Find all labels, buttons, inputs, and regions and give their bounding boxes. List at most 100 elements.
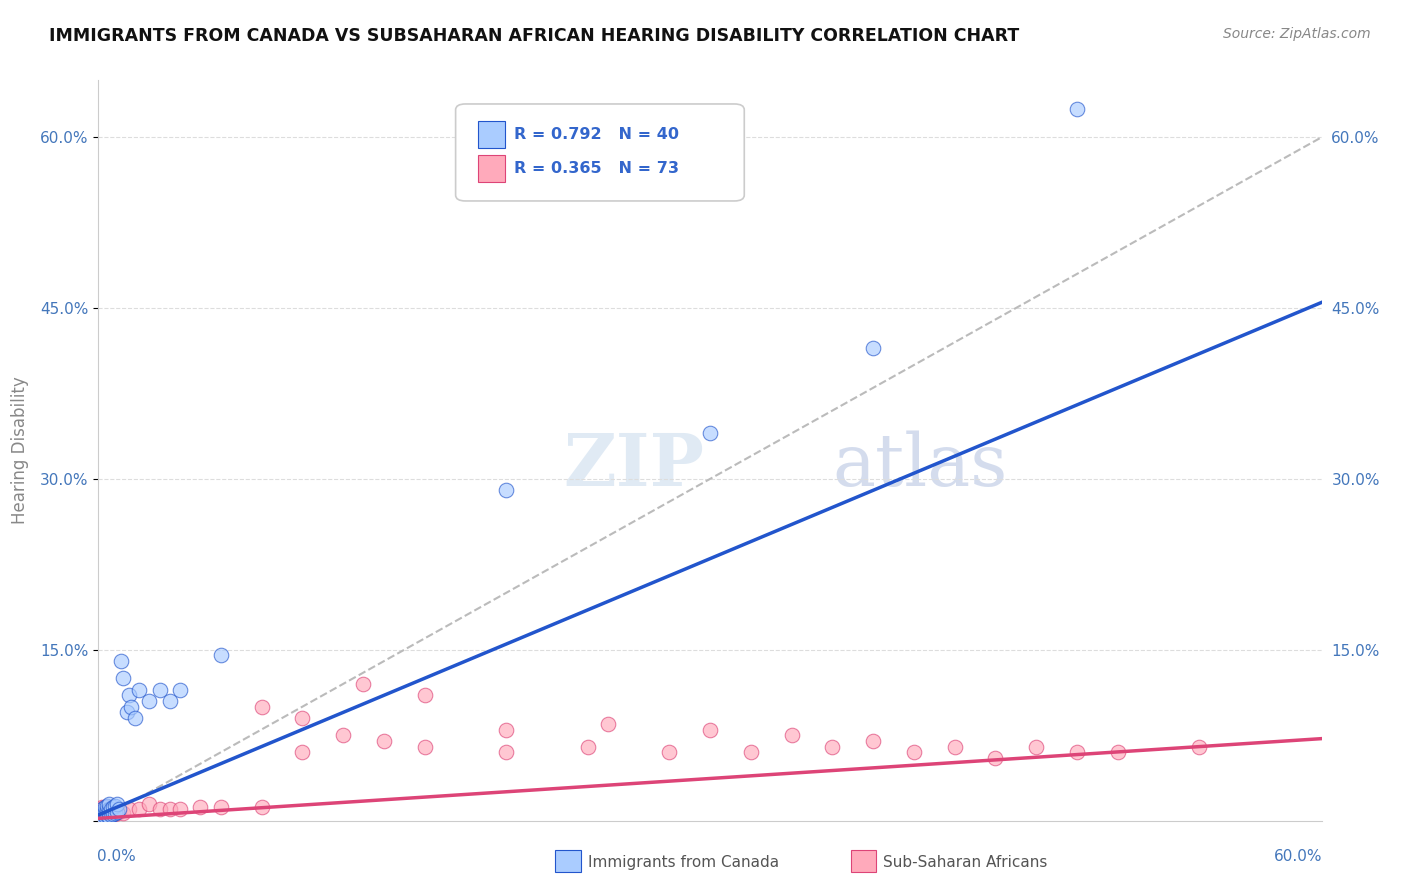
Point xyxy=(1066,745,1088,759)
Point xyxy=(138,694,160,708)
Point xyxy=(821,739,844,754)
Point xyxy=(93,800,115,814)
Text: 60.0%: 60.0% xyxy=(1274,849,1323,864)
Point xyxy=(89,808,111,822)
Point xyxy=(598,716,620,731)
Point xyxy=(89,804,111,818)
Point xyxy=(96,808,118,822)
Point xyxy=(91,802,114,816)
Point xyxy=(862,341,884,355)
Point xyxy=(91,805,114,820)
Point xyxy=(89,805,111,819)
Point xyxy=(105,797,128,811)
Point xyxy=(104,805,127,820)
Point xyxy=(91,802,114,816)
Point xyxy=(780,728,803,742)
Point xyxy=(93,806,115,821)
Text: R = 0.792   N = 40: R = 0.792 N = 40 xyxy=(515,127,679,142)
Point xyxy=(149,802,172,816)
Point xyxy=(495,723,517,737)
Point xyxy=(984,751,1007,765)
Text: IMMIGRANTS FROM CANADA VS SUBSAHARAN AFRICAN HEARING DISABILITY CORRELATION CHAR: IMMIGRANTS FROM CANADA VS SUBSAHARAN AFR… xyxy=(49,27,1019,45)
Point xyxy=(250,699,273,714)
Point xyxy=(1025,739,1047,754)
Point xyxy=(91,810,114,824)
FancyBboxPatch shape xyxy=(478,155,505,182)
Point xyxy=(96,798,118,813)
Point xyxy=(93,805,115,819)
Point xyxy=(138,797,160,811)
Point xyxy=(110,654,132,668)
Point xyxy=(89,802,111,816)
Point xyxy=(89,805,111,820)
Point xyxy=(250,800,273,814)
Point xyxy=(118,689,141,703)
Point xyxy=(115,706,138,720)
Text: 0.0%: 0.0% xyxy=(97,849,136,864)
Point xyxy=(1066,102,1088,116)
Point xyxy=(101,805,124,819)
Point xyxy=(169,802,191,816)
Point xyxy=(111,805,134,820)
Point xyxy=(89,811,111,825)
Point xyxy=(118,802,141,816)
Point xyxy=(943,739,966,754)
Point xyxy=(699,426,721,441)
Point xyxy=(89,806,111,821)
Point xyxy=(89,808,111,822)
Point xyxy=(89,805,111,820)
Text: atlas: atlas xyxy=(832,430,1008,500)
Text: ZIP: ZIP xyxy=(564,430,704,500)
Point xyxy=(89,808,111,822)
Point xyxy=(699,723,721,737)
Point xyxy=(97,805,120,820)
Point xyxy=(740,745,762,759)
Point xyxy=(97,802,120,816)
Point xyxy=(413,739,436,754)
Point xyxy=(159,802,181,816)
Point xyxy=(111,671,134,685)
Point xyxy=(97,797,120,811)
Point xyxy=(862,734,884,748)
Point xyxy=(101,800,124,814)
Point xyxy=(658,745,681,759)
Point xyxy=(96,804,118,818)
Point xyxy=(89,810,111,824)
Text: Sub-Saharan Africans: Sub-Saharan Africans xyxy=(883,855,1047,870)
Point xyxy=(89,810,111,824)
Point xyxy=(291,745,314,759)
Point xyxy=(91,800,114,814)
Point xyxy=(128,802,150,816)
Point xyxy=(188,800,212,814)
Point xyxy=(100,802,122,816)
Point xyxy=(495,483,517,498)
Point xyxy=(149,682,172,697)
Point xyxy=(1188,739,1211,754)
Point xyxy=(97,808,120,822)
Point xyxy=(352,677,374,691)
Point xyxy=(128,682,150,697)
Point xyxy=(89,806,111,821)
Point xyxy=(291,711,314,725)
Text: R = 0.365   N = 73: R = 0.365 N = 73 xyxy=(515,161,679,176)
Point xyxy=(169,682,191,697)
FancyBboxPatch shape xyxy=(456,104,744,201)
Text: Immigrants from Canada: Immigrants from Canada xyxy=(588,855,779,870)
Point xyxy=(101,806,124,821)
Point xyxy=(1107,745,1129,759)
Point xyxy=(903,745,925,759)
Point xyxy=(120,699,142,714)
Point xyxy=(96,805,118,819)
Point xyxy=(89,808,111,822)
Point xyxy=(413,689,436,703)
Point xyxy=(93,809,115,823)
Point xyxy=(100,805,122,820)
Point xyxy=(108,802,131,816)
Point xyxy=(89,805,111,820)
Point xyxy=(96,808,118,822)
Point xyxy=(97,810,120,824)
Point xyxy=(495,745,517,759)
Point xyxy=(97,802,120,816)
Point xyxy=(89,808,111,822)
Point xyxy=(89,811,111,825)
